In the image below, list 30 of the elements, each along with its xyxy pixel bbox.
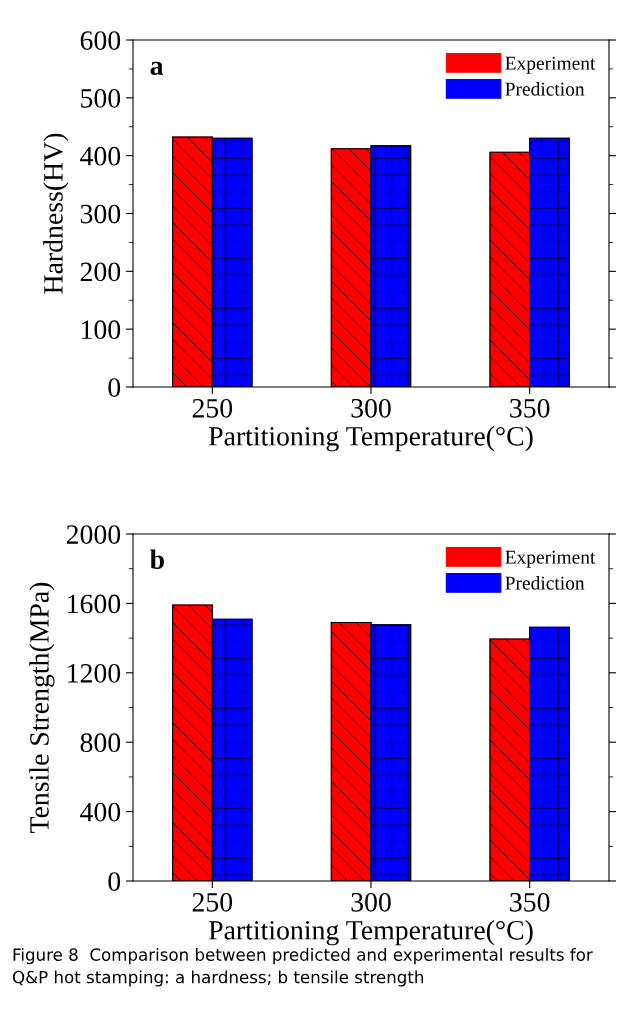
y-axis-title: Tensile Strength(MPa) [29, 582, 55, 833]
x-tick-label: 300 [351, 398, 391, 418]
y-axis-title: Hardness(HV) [43, 133, 69, 294]
y-tick-label: 400 [80, 802, 121, 822]
legend-label: Experiment [505, 550, 596, 568]
legend-label: Prediction [505, 575, 585, 590]
y-tick-label: 0 [108, 872, 121, 891]
legend-label: Experiment [505, 56, 596, 74]
y-tick-label: 300 [80, 204, 121, 224]
y-tick-label: 2000 [66, 525, 121, 544]
x-tick-label: 300 [351, 892, 391, 912]
y-tick-label: 600 [80, 31, 121, 50]
legend-label: Prediction [505, 81, 585, 96]
y-tick-label: 800 [80, 733, 121, 753]
y-tick-label: 1600 [68, 594, 121, 614]
y-tick-label: 0 [108, 378, 121, 397]
x-tick-label: 250 [192, 892, 233, 912]
y-tick-label: 200 [80, 262, 121, 282]
caption: Figure 8 Comparison between predicted and experimental results for Q&P hot stamping: a hardness; b tensile strength [12, 948, 593, 987]
y-tick-label: 400 [80, 146, 121, 166]
x-tick-label: 250 [192, 398, 233, 418]
y-tick-label: 1200 [68, 663, 121, 683]
x-axis-title: Partitioning Temperature(°C) [208, 426, 533, 452]
chart-title: b [150, 549, 164, 569]
x-tick-label: 350 [510, 398, 550, 418]
x-tick-label: 350 [510, 892, 550, 912]
text: a [150, 61, 164, 75]
x-axis-title: Partitioning Temperature(°C) [208, 920, 533, 946]
y-tick-label: 500 [81, 89, 121, 108]
y-tick-label: 100 [81, 320, 121, 340]
